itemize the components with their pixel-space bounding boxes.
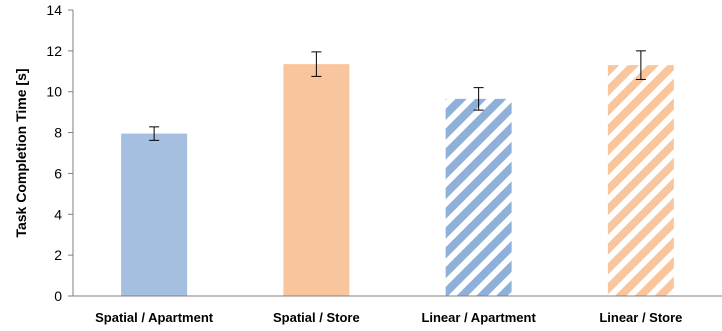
x-axis-labels: Spatial / Apartment Spatial / Store Linear…	[95, 310, 682, 325]
y-axis-title: Task Completion Time [s]	[13, 68, 29, 237]
bars-group	[121, 64, 674, 297]
x-category-label: Linear / Store	[599, 310, 682, 325]
bar-3	[445, 98, 512, 296]
x-category-label: Spatial / Apartment	[95, 310, 214, 325]
y-tick-label: 14	[46, 2, 62, 18]
x-category-label: Spatial / Store	[273, 310, 360, 325]
bar-2	[283, 64, 350, 296]
y-tick-label: 4	[54, 206, 62, 222]
y-tick-label: 6	[54, 165, 62, 181]
y-tick-label: 8	[54, 125, 62, 141]
y-tick-label: 10	[46, 84, 62, 100]
y-tick-label: 0	[54, 288, 62, 304]
bar-1	[121, 133, 188, 296]
x-category-label: Linear / Apartment	[421, 310, 536, 325]
y-axis: 0 2 4 6 8 10 12 14	[46, 2, 73, 304]
y-tick-label: 2	[54, 247, 62, 263]
bar-4	[607, 65, 674, 297]
error-bars-group	[149, 50, 646, 141]
y-tick-label: 12	[46, 43, 62, 59]
